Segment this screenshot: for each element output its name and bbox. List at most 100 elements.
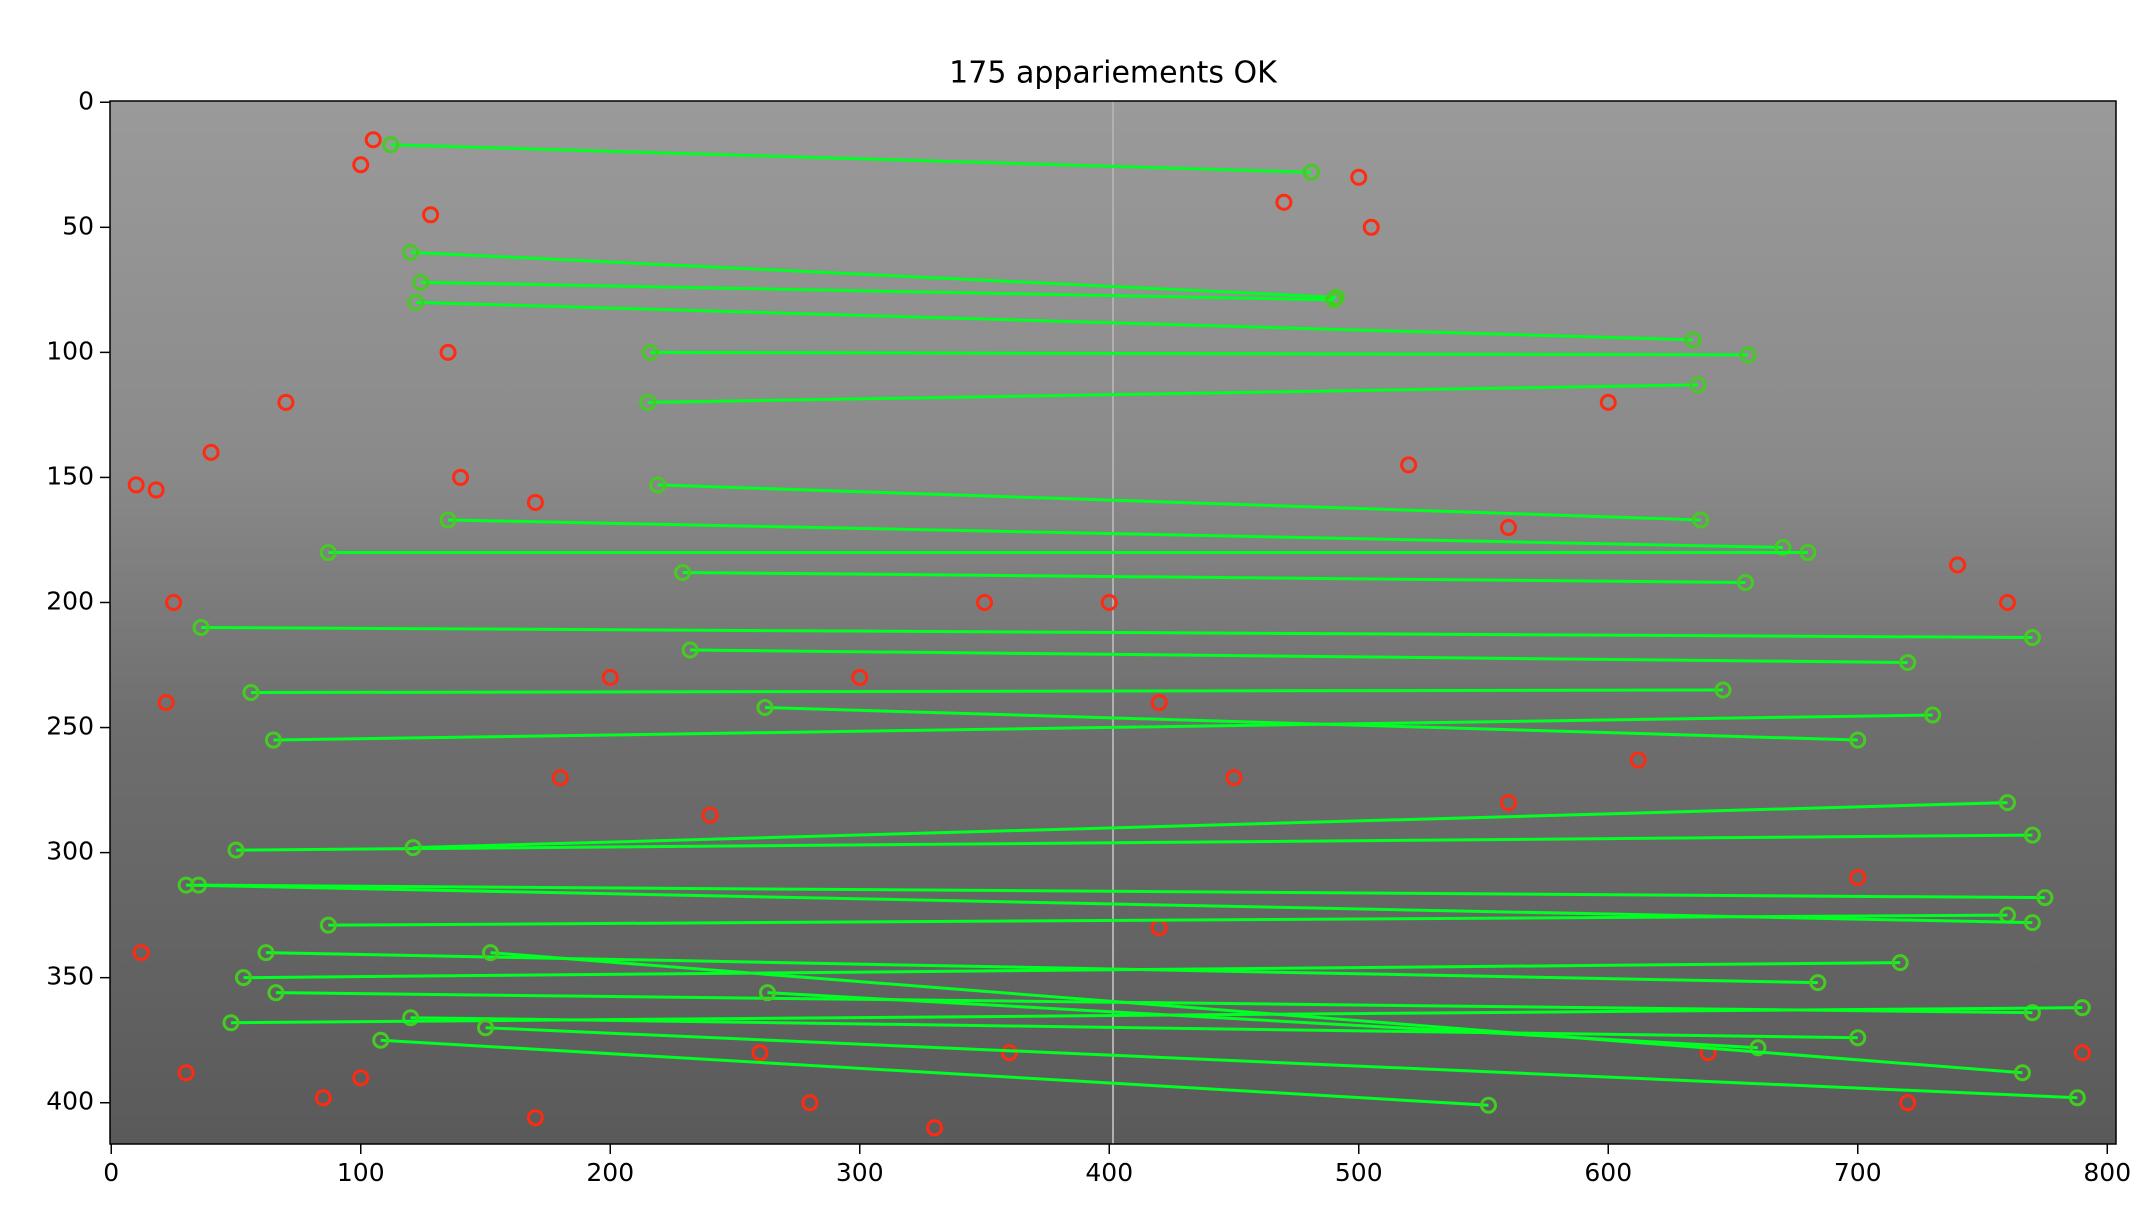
match-point <box>2068 1089 2086 1107</box>
match-line <box>415 300 1694 342</box>
match-line <box>413 801 2008 850</box>
keypoint <box>352 1069 370 1087</box>
match-point <box>477 1019 495 1037</box>
match-point <box>674 563 692 581</box>
match-point <box>2013 1064 2031 1082</box>
match-point <box>264 731 282 749</box>
match-point <box>234 969 252 987</box>
x-tick-label: 700 <box>1834 1158 1882 1187</box>
keypoint <box>1599 393 1617 411</box>
match-line <box>273 713 1933 742</box>
x-tick-label: 200 <box>586 1158 634 1187</box>
keypoint <box>1849 869 1867 887</box>
y-tick-label: 100 <box>46 336 94 365</box>
x-tick-label: 500 <box>1335 1158 1383 1187</box>
y-tick-label: 50 <box>62 211 94 240</box>
y-tick-label: 350 <box>46 962 94 991</box>
x-tick-label: 600 <box>1584 1158 1632 1187</box>
match-point <box>2023 1004 2041 1022</box>
match-point <box>1899 654 1917 672</box>
match-line <box>390 143 1312 174</box>
keypoint <box>1400 456 1418 474</box>
keypoint <box>526 493 544 511</box>
keypoint <box>1499 518 1517 536</box>
axes-frame <box>109 100 2117 1145</box>
match-line <box>682 570 1746 584</box>
match-point <box>1684 331 1702 349</box>
keypoint <box>1000 1044 1018 1062</box>
match-point <box>1327 288 1345 306</box>
match-point <box>222 1014 240 1032</box>
match-point <box>1749 1039 1767 1057</box>
match-point <box>1849 731 1867 749</box>
match-point <box>2023 914 2041 932</box>
chart-title: 175 appariements OK <box>949 56 1278 91</box>
keypoint <box>551 769 569 787</box>
x-tick-label: 800 <box>2083 1158 2131 1187</box>
keypoint <box>165 593 183 611</box>
keypoint <box>2073 1044 2091 1062</box>
match-line <box>657 483 1701 522</box>
match-point <box>382 136 400 154</box>
match-point <box>1849 1029 1867 1047</box>
match-point <box>319 916 337 934</box>
match-point <box>242 684 260 702</box>
keypoint <box>147 481 165 499</box>
match-line <box>420 280 1334 302</box>
keypoint <box>1350 168 1368 186</box>
keypoint <box>1362 218 1380 236</box>
x-tick-label: 400 <box>1085 1158 1133 1187</box>
keypoint <box>1998 593 2016 611</box>
keypoint <box>701 806 719 824</box>
match-line <box>235 833 2033 852</box>
y-tick-label: 150 <box>46 461 94 490</box>
match-point <box>1924 706 1942 724</box>
match-line <box>485 1026 2078 1100</box>
keypoint <box>422 206 440 224</box>
keypoint <box>926 1119 944 1137</box>
match-point <box>439 511 457 529</box>
keypoint <box>1275 193 1293 211</box>
match-line <box>201 626 2033 640</box>
x-tick-label: 100 <box>337 1158 385 1187</box>
match-point <box>1998 794 2016 812</box>
x-tick-label: 0 <box>103 1158 119 1187</box>
keypoint <box>314 1089 332 1107</box>
keypoint <box>127 476 145 494</box>
match-point <box>319 543 337 561</box>
keypoint <box>132 944 150 962</box>
match-line <box>647 383 1699 404</box>
match-point <box>267 984 285 1002</box>
match-point <box>756 699 774 717</box>
match-point <box>1799 543 1817 561</box>
match-point <box>1480 1096 1498 1114</box>
match-point <box>1774 538 1792 556</box>
match-line <box>690 648 1908 665</box>
match-point <box>412 273 430 291</box>
keypoint <box>1150 694 1168 712</box>
match-point <box>641 343 659 361</box>
match-point <box>1689 376 1707 394</box>
match-point <box>372 1031 390 1049</box>
match-line <box>410 250 1337 299</box>
keypoint <box>439 343 457 361</box>
match-point <box>402 1009 420 1027</box>
keypoint <box>157 694 175 712</box>
y-tick-label: 0 <box>78 86 94 115</box>
keypoint <box>751 1044 769 1062</box>
match-point <box>2023 826 2041 844</box>
match-point <box>1809 974 1827 992</box>
match-line <box>650 350 1748 357</box>
keypoint <box>1499 794 1517 812</box>
keypoint <box>1100 593 1118 611</box>
x-tick-label: 300 <box>836 1158 884 1187</box>
match-point <box>177 876 195 894</box>
match-point <box>1714 681 1732 699</box>
match-point <box>402 243 420 261</box>
match-point <box>227 841 245 859</box>
keypoint <box>976 593 994 611</box>
match-point <box>1325 291 1343 309</box>
keypoint <box>202 443 220 461</box>
y-tick-label: 300 <box>46 837 94 866</box>
